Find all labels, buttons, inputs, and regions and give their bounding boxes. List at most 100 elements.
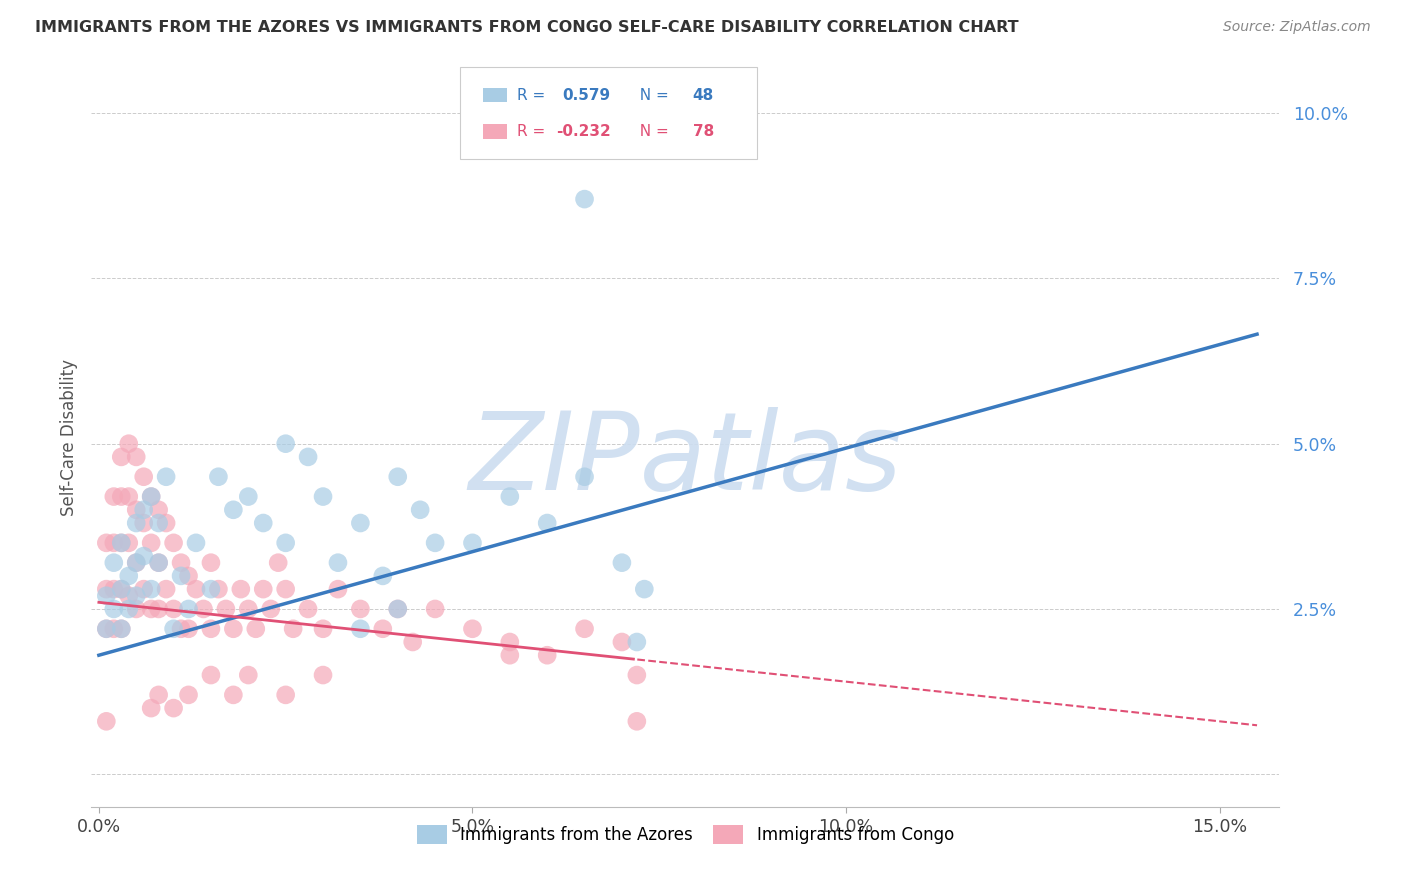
Point <box>229 582 252 596</box>
Point <box>125 602 148 616</box>
Point <box>132 582 155 596</box>
Point <box>184 582 207 596</box>
Point <box>297 450 319 464</box>
Point <box>110 536 132 550</box>
Point <box>207 582 229 596</box>
Point <box>200 668 222 682</box>
Point <box>536 648 558 663</box>
Point <box>574 622 596 636</box>
Point <box>626 668 648 682</box>
Text: 78: 78 <box>693 124 714 139</box>
Point <box>96 622 118 636</box>
Point <box>110 490 132 504</box>
Point <box>96 536 118 550</box>
Text: N =: N = <box>630 87 673 103</box>
Point <box>103 602 125 616</box>
Point <box>103 582 125 596</box>
Point <box>312 668 335 682</box>
Point <box>110 536 132 550</box>
Point <box>222 622 245 636</box>
Point <box>148 602 170 616</box>
Point <box>103 622 125 636</box>
Point <box>371 569 394 583</box>
Point <box>238 602 260 616</box>
Point <box>633 582 655 596</box>
Point <box>110 582 132 596</box>
Point <box>238 490 260 504</box>
Point <box>162 701 184 715</box>
Text: IMMIGRANTS FROM THE AZORES VS IMMIGRANTS FROM CONGO SELF-CARE DISABILITY CORRELA: IMMIGRANTS FROM THE AZORES VS IMMIGRANTS… <box>35 20 1019 35</box>
Point <box>162 536 184 550</box>
Point <box>260 602 283 616</box>
Point <box>96 589 118 603</box>
Point <box>326 582 349 596</box>
Point <box>312 490 335 504</box>
Point <box>349 602 371 616</box>
Point <box>461 536 484 550</box>
Point <box>177 622 200 636</box>
Point <box>200 582 222 596</box>
Point <box>349 516 371 530</box>
Point <box>110 622 132 636</box>
Point <box>170 556 193 570</box>
Text: R =: R = <box>517 87 550 103</box>
Point <box>141 701 163 715</box>
Point <box>177 602 200 616</box>
Point <box>118 602 141 616</box>
Point <box>281 622 304 636</box>
Bar <box>484 87 508 103</box>
Text: 48: 48 <box>693 87 714 103</box>
Point <box>103 556 125 570</box>
Point <box>110 450 132 464</box>
Point <box>103 536 125 550</box>
Point <box>103 490 125 504</box>
Bar <box>484 124 508 139</box>
Point <box>267 556 290 570</box>
Point <box>238 668 260 682</box>
Point <box>371 622 394 636</box>
Point <box>141 490 163 504</box>
Point <box>274 688 297 702</box>
Point <box>193 602 215 616</box>
Point <box>141 582 163 596</box>
Point <box>184 536 207 550</box>
Point <box>610 635 633 649</box>
Point <box>409 503 432 517</box>
Point <box>118 536 141 550</box>
Point <box>574 192 596 206</box>
Point <box>274 582 297 596</box>
Point <box>349 622 371 636</box>
Point <box>610 556 633 570</box>
Point <box>387 602 409 616</box>
Point <box>423 536 446 550</box>
Text: ZIPatlas: ZIPatlas <box>468 407 903 512</box>
Text: N =: N = <box>630 124 673 139</box>
Point <box>222 503 245 517</box>
Point <box>252 582 274 596</box>
Point <box>200 556 222 570</box>
Point <box>387 602 409 616</box>
Point <box>222 688 245 702</box>
FancyBboxPatch shape <box>460 67 756 160</box>
Point <box>118 569 141 583</box>
Point <box>574 469 596 483</box>
Point <box>132 516 155 530</box>
Point <box>297 602 319 616</box>
Point <box>326 556 349 570</box>
Point <box>626 635 648 649</box>
Point <box>148 688 170 702</box>
Point <box>245 622 267 636</box>
Point <box>155 516 177 530</box>
Point <box>118 436 141 450</box>
Point <box>170 622 193 636</box>
Point <box>141 602 163 616</box>
Point <box>148 556 170 570</box>
Point <box>96 582 118 596</box>
Point <box>141 536 163 550</box>
Point <box>110 622 132 636</box>
Point <box>402 635 425 649</box>
Point <box>162 622 184 636</box>
Point <box>499 635 522 649</box>
Point <box>252 516 274 530</box>
Point <box>274 536 297 550</box>
